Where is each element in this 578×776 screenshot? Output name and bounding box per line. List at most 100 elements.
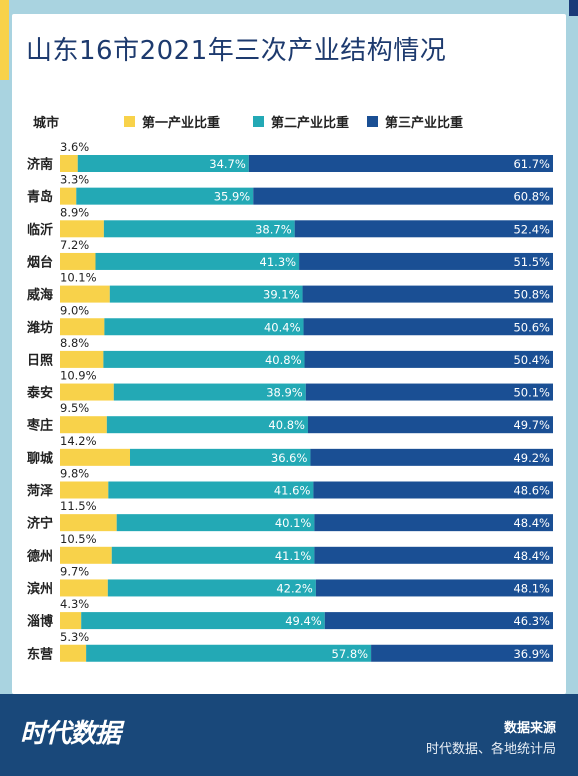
legend-label-secondary: 第二产业比重 (271, 116, 350, 131)
data-label-secondary: 35.9% (214, 190, 251, 204)
data-label-tertiary: 60.8% (513, 190, 550, 204)
data-label-primary: 9.0% (60, 303, 89, 317)
bar-secondary (86, 644, 372, 662)
bar-primary (60, 383, 114, 401)
corner-accent-yellow (0, 0, 9, 80)
data-label-tertiary: 61.7% (513, 157, 550, 171)
bar-secondary (111, 546, 315, 564)
data-label-secondary: 40.8% (268, 418, 305, 432)
legend-swatch-secondary (253, 116, 264, 127)
data-label-primary: 7.2% (60, 238, 89, 252)
bar-tertiary (314, 546, 553, 564)
city-label: 潍坊 (27, 320, 53, 336)
bar-tertiary (299, 252, 553, 270)
data-label-tertiary: 50.6% (513, 320, 550, 334)
legend-swatch-primary (124, 116, 135, 127)
city-label: 菏泽 (27, 483, 54, 499)
bar-tertiary (324, 612, 553, 630)
bar-primary (60, 285, 110, 303)
legend-item-primary: 第一产业比重 (124, 112, 220, 131)
data-label-tertiary: 48.6% (513, 484, 550, 498)
city-label: 青岛 (27, 189, 53, 205)
corner-accent-navy (569, 0, 578, 16)
bar-tertiary (314, 514, 553, 532)
data-label-primary: 10.9% (60, 369, 97, 383)
data-label-tertiary: 51.5% (513, 255, 550, 269)
bar-primary (60, 644, 87, 662)
bar-primary (60, 579, 108, 597)
city-label: 威海 (27, 287, 53, 303)
bar-primary (60, 252, 96, 270)
city-label: 泰安 (26, 385, 53, 401)
bar-secondary (103, 220, 295, 238)
bar-primary (60, 350, 104, 368)
bar-tertiary (305, 383, 553, 401)
bar-secondary (77, 155, 249, 172)
bar-tertiary (302, 285, 553, 303)
bar-tertiary (248, 155, 553, 172)
data-label-primary: 3.3% (60, 173, 89, 187)
data-label-secondary: 41.6% (274, 484, 311, 498)
data-label-primary: 4.3% (60, 597, 89, 611)
city-label: 烟台 (27, 254, 53, 270)
bar-secondary (107, 579, 316, 597)
city-label: 东营 (27, 646, 53, 662)
bar-secondary (106, 416, 308, 434)
data-label-secondary: 40.8% (265, 353, 302, 367)
bar-secondary (130, 448, 311, 466)
data-label-secondary: 40.1% (275, 516, 312, 530)
source-text: 时代数据、各地统计局 (425, 742, 556, 757)
bar-secondary (95, 252, 300, 270)
data-label-primary: 14.2% (60, 434, 97, 448)
data-label-tertiary: 49.2% (513, 451, 550, 465)
city-label: 日照 (27, 353, 53, 368)
data-label-primary: 11.5% (60, 499, 97, 513)
data-label-secondary: 38.7% (255, 222, 292, 236)
bar-secondary (81, 612, 325, 630)
city-label: 滨州 (27, 581, 53, 597)
data-label-primary: 8.9% (60, 205, 89, 219)
bar-primary (60, 612, 82, 630)
legend-swatch-tertiary (367, 116, 378, 127)
data-label-tertiary: 48.1% (513, 581, 550, 595)
bar-secondary (109, 285, 303, 303)
city-label: 济南 (27, 157, 53, 173)
city-label: 济宁 (27, 516, 53, 532)
data-label-secondary: 40.4% (264, 320, 301, 334)
data-label-primary: 5.3% (60, 630, 89, 644)
city-column-header: 城市 (33, 116, 60, 131)
city-label: 枣庄 (26, 418, 53, 434)
data-label-tertiary: 52.4% (513, 222, 550, 236)
data-label-secondary: 34.7% (209, 157, 246, 171)
data-label-secondary: 39.1% (263, 288, 300, 302)
bar-tertiary (371, 644, 553, 662)
data-label-tertiary: 46.3% (513, 614, 550, 628)
bar-primary (60, 155, 78, 172)
bar-primary (60, 546, 112, 564)
data-label-tertiary: 36.9% (513, 647, 550, 661)
data-label-secondary: 41.1% (275, 549, 312, 563)
data-label-tertiary: 50.1% (513, 386, 550, 400)
data-label-tertiary: 48.4% (513, 516, 550, 530)
city-label: 聊城 (27, 450, 53, 466)
bar-secondary (108, 481, 314, 499)
data-label-primary: 9.8% (60, 467, 89, 481)
footer-bar (0, 694, 578, 776)
bar-primary (60, 448, 131, 466)
brand-logo: 时代数据 (20, 719, 121, 749)
legend-label-primary: 第一产业比重 (142, 116, 221, 131)
city-label: 临沂 (27, 222, 53, 238)
bar-tertiary (307, 416, 553, 434)
bar-primary (60, 318, 105, 336)
legend-item-secondary: 第二产业比重 (253, 112, 349, 131)
bar-tertiary (315, 579, 553, 597)
bar-tertiary (310, 448, 553, 466)
data-label-primary: 10.5% (60, 532, 97, 546)
bar-primary (60, 514, 117, 532)
data-label-tertiary: 50.8% (513, 288, 550, 302)
bar-primary (60, 220, 104, 238)
bar-secondary (116, 514, 315, 532)
bar-secondary (103, 350, 305, 368)
data-label-secondary: 57.8% (332, 647, 369, 661)
